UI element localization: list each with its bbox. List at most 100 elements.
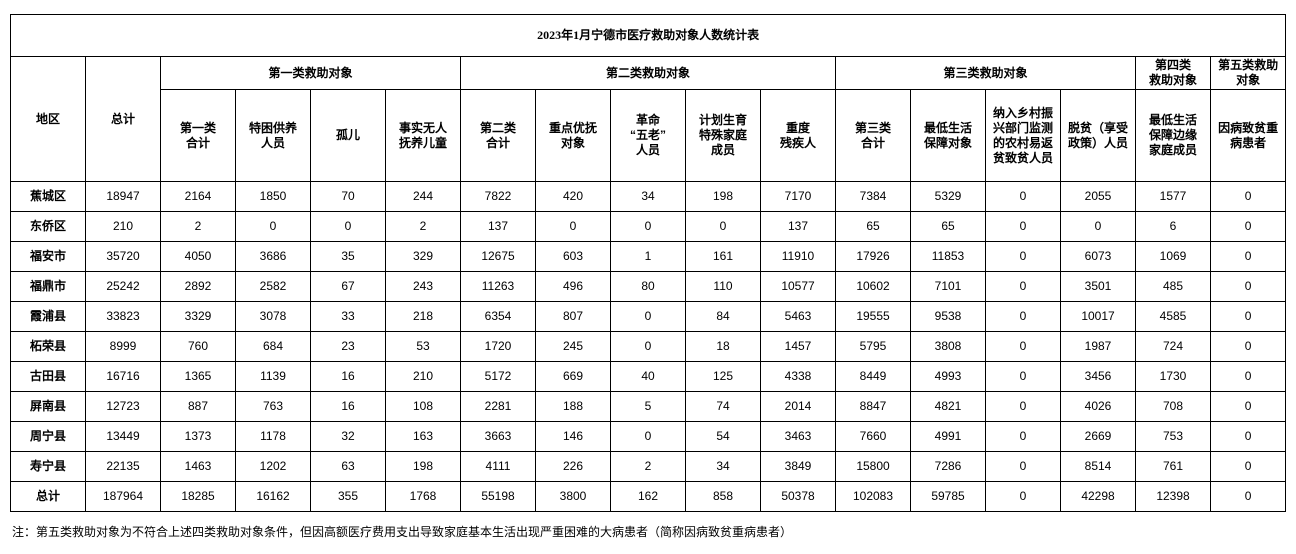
table-row: 柘荣县 8999 760 684 23 53 1720 245 0 18 1457 5795 3808 0… [10, 331, 1287, 362]
table-row: 东侨区 210 2 0 0 2 137 0 0 0 137 65 65 0 0 6 0 [10, 211, 1287, 242]
value-cell: 0 [1209, 241, 1287, 272]
value-cell: 2892 [160, 271, 236, 302]
value-cell: 10602 [835, 271, 911, 302]
table-row: 福安市 35720 4050 3686 35 329 12675 603 1 161 11910 17… [10, 241, 1287, 272]
value-cell: 1463 [160, 451, 236, 482]
value-cell: 84 [685, 301, 761, 332]
table-title: 2023年1月宁德市医疗救助对象人数统计表 [9, 14, 1287, 57]
value-cell: 1730 [1135, 361, 1211, 392]
value-cell: 161 [685, 241, 761, 272]
value-cell: 1178 [235, 421, 311, 452]
value-cell: 7822 [460, 181, 536, 212]
value-cell: 0 [310, 211, 386, 242]
value-cell: 5172 [460, 361, 536, 392]
region-cell: 古田县 [10, 361, 86, 392]
table-head: 2023年1月宁德市医疗救助对象人数统计表 地区 总计 第一类救助对象 第二类救助… [9, 14, 1287, 182]
value-cell: 7286 [910, 451, 986, 482]
value-cell: 0 [1060, 211, 1136, 242]
value-cell: 669 [535, 361, 611, 392]
value-cell: 0 [985, 241, 1061, 272]
value-cell: 4338 [760, 361, 836, 392]
value-cell: 2582 [235, 271, 311, 302]
value-cell: 0 [1209, 451, 1287, 482]
value-cell: 12675 [460, 241, 536, 272]
value-cell: 22135 [85, 451, 161, 482]
value-cell: 2055 [1060, 181, 1136, 212]
sub-header: 重度 残疾人 [760, 89, 836, 182]
value-cell: 18285 [160, 481, 236, 512]
col-header-total: 总计 [85, 56, 161, 182]
value-cell: 125 [685, 361, 761, 392]
value-cell: 3686 [235, 241, 311, 272]
value-cell: 3501 [1060, 271, 1136, 302]
value-cell: 16716 [85, 361, 161, 392]
value-cell: 18 [685, 331, 761, 362]
region-cell: 寿宁县 [10, 451, 86, 482]
value-cell: 0 [985, 481, 1061, 512]
value-cell: 50378 [760, 481, 836, 512]
value-cell: 3849 [760, 451, 836, 482]
value-cell: 210 [85, 211, 161, 242]
table-row: 古田县 16716 1365 1139 16 210 5172 669 40 125 4338 844… [10, 361, 1287, 392]
value-cell: 0 [1209, 391, 1287, 422]
value-cell: 3463 [760, 421, 836, 452]
value-cell: 0 [1209, 211, 1287, 242]
value-cell: 0 [610, 331, 686, 362]
value-cell: 243 [385, 271, 461, 302]
sub-header: 最低生活 保障对象 [910, 89, 986, 182]
value-cell: 420 [535, 181, 611, 212]
group-header: 第五类救助 对象 [1209, 56, 1287, 90]
value-cell: 35720 [85, 241, 161, 272]
value-cell: 17926 [835, 241, 911, 272]
value-cell: 137 [760, 211, 836, 242]
value-cell: 0 [1209, 271, 1287, 302]
value-cell: 0 [985, 451, 1061, 482]
value-cell: 33 [310, 301, 386, 332]
sub-header: 革命 “五老” 人员 [610, 89, 686, 182]
value-cell: 108 [385, 391, 461, 422]
value-cell: 8847 [835, 391, 911, 422]
value-cell: 42298 [1060, 481, 1136, 512]
value-cell: 0 [610, 301, 686, 332]
value-cell: 2281 [460, 391, 536, 422]
value-cell: 65 [835, 211, 911, 242]
value-cell: 0 [985, 331, 1061, 362]
value-cell: 0 [1209, 331, 1287, 362]
value-cell: 8514 [1060, 451, 1136, 482]
value-cell: 887 [160, 391, 236, 422]
value-cell: 5463 [760, 301, 836, 332]
value-cell: 5329 [910, 181, 986, 212]
value-cell: 1987 [1060, 331, 1136, 362]
sub-header: 第二类 合计 [460, 89, 536, 182]
value-cell: 3456 [1060, 361, 1136, 392]
value-cell: 0 [1209, 421, 1287, 452]
region-cell: 总计 [10, 481, 86, 512]
value-cell: 1768 [385, 481, 461, 512]
value-cell: 0 [985, 271, 1061, 302]
value-cell: 188 [535, 391, 611, 422]
value-cell: 226 [535, 451, 611, 482]
value-cell: 6354 [460, 301, 536, 332]
value-cell: 59785 [910, 481, 986, 512]
region-cell: 屏南县 [10, 391, 86, 422]
value-cell: 2669 [1060, 421, 1136, 452]
value-cell: 10577 [760, 271, 836, 302]
table-row: 周宁县 13449 1373 1178 32 163 3663 146 0 54 3463 7660 4… [10, 421, 1287, 452]
value-cell: 0 [1209, 301, 1287, 332]
value-cell: 5795 [835, 331, 911, 362]
value-cell: 55198 [460, 481, 536, 512]
value-cell: 70 [310, 181, 386, 212]
value-cell: 67 [310, 271, 386, 302]
value-cell: 18947 [85, 181, 161, 212]
value-cell: 355 [310, 481, 386, 512]
value-cell: 3078 [235, 301, 311, 332]
value-cell: 11263 [460, 271, 536, 302]
value-cell: 65 [910, 211, 986, 242]
sub-header: 重点优抚 对象 [535, 89, 611, 182]
value-cell: 162 [610, 481, 686, 512]
value-cell: 16 [310, 361, 386, 392]
value-cell: 16162 [235, 481, 311, 512]
value-cell: 6 [1135, 211, 1211, 242]
value-cell: 6073 [1060, 241, 1136, 272]
sub-header: 脱贫（享受 政策）人员 [1060, 89, 1136, 182]
